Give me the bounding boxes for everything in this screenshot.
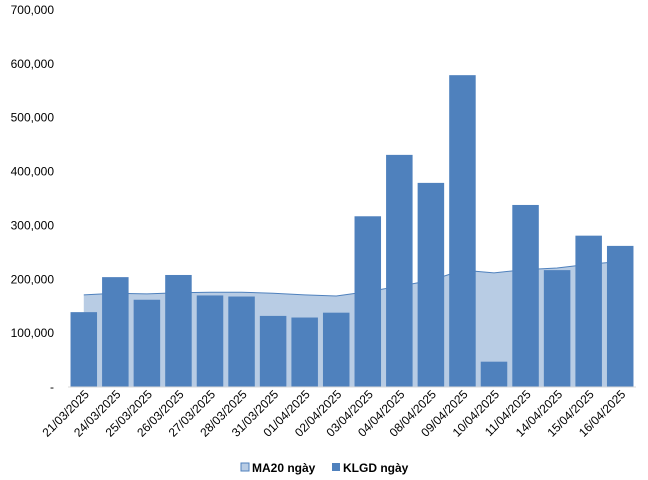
bar-klgd: [354, 216, 382, 387]
bar-klgd: [102, 277, 129, 387]
bar-klgd: [228, 296, 255, 387]
legend-swatch-klgd: [332, 463, 340, 471]
bar-klgd: [165, 274, 192, 387]
y-tick-label: 100,000: [11, 326, 55, 340]
bar-klgd: [449, 75, 476, 387]
y-tick-label: 400,000: [11, 165, 55, 179]
y-tick-label: 600,000: [11, 57, 55, 71]
ma20-area-layer: [83, 261, 621, 387]
y-tick-label: 300,000: [11, 218, 55, 232]
y-tick-label: -: [50, 380, 54, 394]
bar-klgd: [291, 317, 318, 387]
legend-swatch-ma20: [240, 462, 250, 472]
legend-label-klgd: KLGD ngày: [343, 461, 409, 475]
bar-klgd: [512, 204, 539, 387]
bar-klgd: [417, 182, 445, 387]
x-axis: 21/03/202524/03/202525/03/202526/03/2025…: [40, 386, 636, 440]
bar-klgd: [259, 315, 287, 387]
bar-klgd: [606, 245, 634, 387]
bar-klgd: [543, 270, 571, 387]
legend-label-ma20: MA20 ngày: [252, 461, 316, 475]
bar-klgd: [575, 235, 602, 387]
bar-klgd: [480, 361, 508, 387]
y-tick-label: 700,000: [11, 3, 55, 17]
bar-klgd: [196, 295, 224, 387]
y-tick-label: 200,000: [11, 272, 55, 286]
bar-klgd: [322, 312, 350, 387]
bar-klgd: [70, 312, 98, 387]
y-axis: - 100,000 200,000 300,000 400,000 500,000 600,…: [11, 3, 55, 394]
bar-layer: [70, 75, 634, 387]
bar-klgd: [386, 154, 413, 387]
legend: MA20 ngày KLGD ngày: [240, 461, 409, 475]
y-tick-label: 500,000: [11, 111, 55, 125]
ma20-area: [83, 261, 621, 387]
bar-klgd: [133, 299, 161, 387]
